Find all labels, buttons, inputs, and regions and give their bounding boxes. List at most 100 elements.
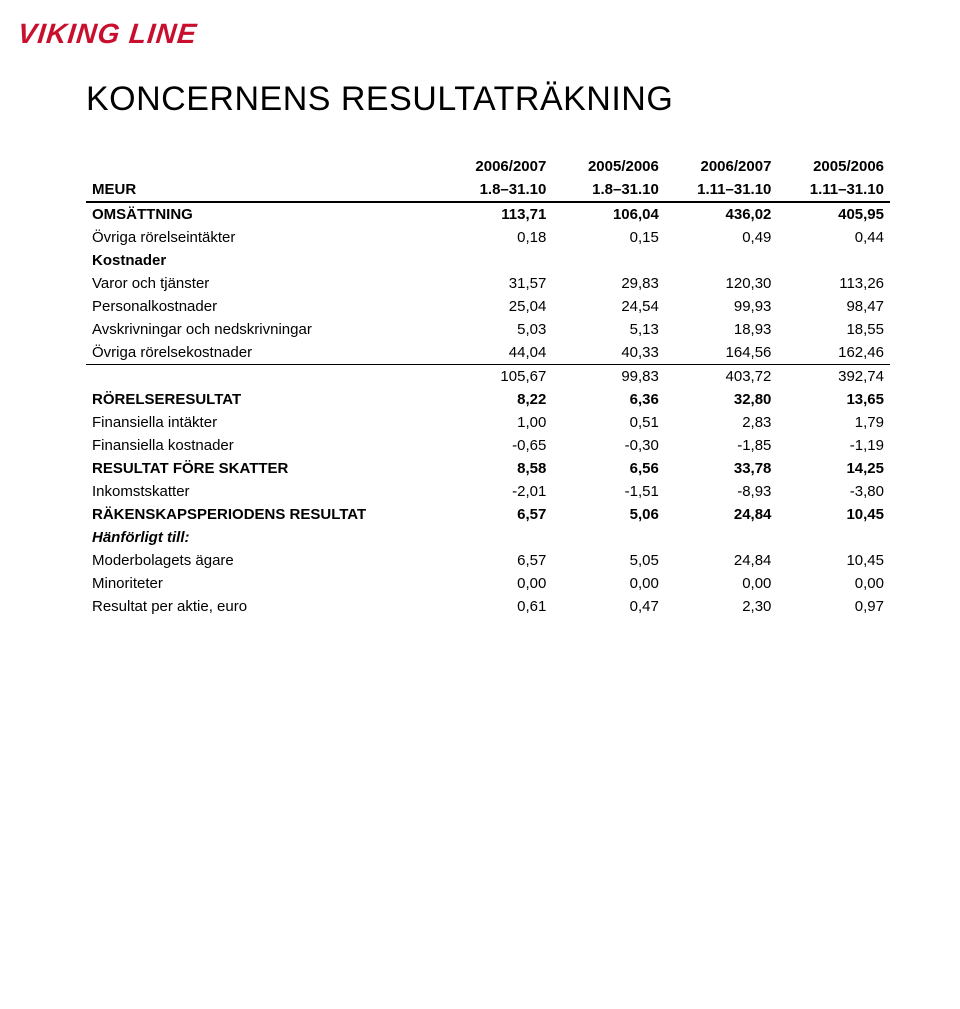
- row-value: -0,65: [440, 434, 553, 457]
- table-row: Kostnader: [86, 249, 890, 272]
- row-value: -8,93: [665, 480, 778, 503]
- row-value: 98,47: [777, 295, 890, 318]
- row-label: [86, 365, 440, 389]
- header-empty: [86, 155, 440, 178]
- table-row: 105,6799,83403,72392,74: [86, 365, 890, 389]
- row-value: 105,67: [440, 365, 553, 389]
- row-label: Kostnader: [86, 249, 440, 272]
- row-label: Avskrivningar och nedskrivningar: [86, 318, 440, 341]
- row-value: 0,15: [552, 226, 665, 249]
- row-value: 1,79: [777, 411, 890, 434]
- row-value: [777, 526, 890, 549]
- row-label: Övriga rörelseintäkter: [86, 226, 440, 249]
- row-label: Hänförligt till:: [86, 526, 440, 549]
- table-row: Finansiella kostnader-0,65-0,30-1,85-1,1…: [86, 434, 890, 457]
- row-label: Finansiella intäkter: [86, 411, 440, 434]
- row-value: 99,93: [665, 295, 778, 318]
- row-value: 120,30: [665, 272, 778, 295]
- row-value: 18,93: [665, 318, 778, 341]
- row-value: 0,00: [440, 572, 553, 595]
- row-value: 40,33: [552, 341, 665, 365]
- row-value: 29,83: [552, 272, 665, 295]
- row-value: 13,65: [777, 388, 890, 411]
- row-label: Moderbolagets ägare: [86, 549, 440, 572]
- row-value: 0,00: [665, 572, 778, 595]
- row-value: 8,58: [440, 457, 553, 480]
- row-label: RESULTAT FÖRE SKATTER: [86, 457, 440, 480]
- row-value: -3,80: [777, 480, 890, 503]
- row-value: 164,56: [665, 341, 778, 365]
- row-value: 0,00: [777, 572, 890, 595]
- header-meur-label: MEUR: [86, 178, 440, 202]
- row-value: 0,51: [552, 411, 665, 434]
- page: VIKING LINE KONCERNENS RESULTATRÄKNING 2…: [0, 0, 960, 1009]
- row-value: 392,74: [777, 365, 890, 389]
- row-value: 113,71: [440, 202, 553, 226]
- row-label: RÖRELSERESULTAT: [86, 388, 440, 411]
- row-value: 24,84: [665, 503, 778, 526]
- row-label: Minoriteter: [86, 572, 440, 595]
- row-value: 10,45: [777, 549, 890, 572]
- row-value: -2,01: [440, 480, 553, 503]
- row-value: -1,19: [777, 434, 890, 457]
- row-value: 6,36: [552, 388, 665, 411]
- row-value: 405,95: [777, 202, 890, 226]
- table-header-row-bottom: MEUR 1.8–31.10 1.8–31.10 1.11–31.10 1.11…: [86, 178, 890, 202]
- table-row: Minoriteter0,000,000,000,00: [86, 572, 890, 595]
- header-period-top-1: 2005/2006: [552, 155, 665, 178]
- header-period-top-3: 2005/2006: [777, 155, 890, 178]
- row-value: [552, 526, 665, 549]
- row-value: 0,61: [440, 595, 553, 618]
- row-value: 33,78: [665, 457, 778, 480]
- header-period-top-2: 2006/2007: [665, 155, 778, 178]
- table-row: OMSÄTTNING113,71106,04436,02405,95: [86, 202, 890, 226]
- row-label: Inkomstskatter: [86, 480, 440, 503]
- row-value: 0,49: [665, 226, 778, 249]
- row-value: [552, 249, 665, 272]
- content-area: KONCERNENS RESULTATRÄKNING 2006/2007 200…: [0, 50, 960, 618]
- table-row: Varor och tjänster31,5729,83120,30113,26: [86, 272, 890, 295]
- row-value: 106,04: [552, 202, 665, 226]
- income-statement-table: 2006/2007 2005/2006 2006/2007 2005/2006 …: [86, 155, 890, 618]
- row-value: 0,44: [777, 226, 890, 249]
- row-value: 2,83: [665, 411, 778, 434]
- row-value: 5,03: [440, 318, 553, 341]
- row-value: [440, 526, 553, 549]
- row-value: 25,04: [440, 295, 553, 318]
- row-value: -0,30: [552, 434, 665, 457]
- row-value: 403,72: [665, 365, 778, 389]
- row-value: [665, 526, 778, 549]
- row-value: 5,13: [552, 318, 665, 341]
- row-label: Varor och tjänster: [86, 272, 440, 295]
- row-value: 1,00: [440, 411, 553, 434]
- table-header-row-top: 2006/2007 2005/2006 2006/2007 2005/2006: [86, 155, 890, 178]
- row-value: -1,51: [552, 480, 665, 503]
- row-value: 6,57: [440, 503, 553, 526]
- row-value: 31,57: [440, 272, 553, 295]
- table-row: Övriga rörelseintäkter0,180,150,490,44: [86, 226, 890, 249]
- row-value: 18,55: [777, 318, 890, 341]
- header-period-bot-0: 1.8–31.10: [440, 178, 553, 202]
- row-label: OMSÄTTNING: [86, 202, 440, 226]
- brand-logo: VIKING LINE: [0, 0, 960, 50]
- header-period-bot-1: 1.8–31.10: [552, 178, 665, 202]
- row-value: 436,02: [665, 202, 778, 226]
- table-row: Övriga rörelsekostnader44,0440,33164,561…: [86, 341, 890, 365]
- table-row: RESULTAT FÖRE SKATTER8,586,5633,7814,25: [86, 457, 890, 480]
- table-row: Avskrivningar och nedskrivningar5,035,13…: [86, 318, 890, 341]
- brand-logo-text: VIKING LINE: [16, 18, 198, 50]
- row-label: Resultat per aktie, euro: [86, 595, 440, 618]
- table-row: RÖRELSERESULTAT8,226,3632,8013,65: [86, 388, 890, 411]
- table-body: OMSÄTTNING113,71106,04436,02405,95Övriga…: [86, 202, 890, 618]
- row-value: -1,85: [665, 434, 778, 457]
- row-value: 162,46: [777, 341, 890, 365]
- row-value: 6,57: [440, 549, 553, 572]
- row-value: [777, 249, 890, 272]
- row-value: 24,54: [552, 295, 665, 318]
- row-label: RÄKENSKAPSPERIODENS RESULTAT: [86, 503, 440, 526]
- row-label: Personalkostnader: [86, 295, 440, 318]
- row-value: 0,47: [552, 595, 665, 618]
- row-label: Övriga rörelsekostnader: [86, 341, 440, 365]
- row-value: 5,05: [552, 549, 665, 572]
- table-row: Hänförligt till:: [86, 526, 890, 549]
